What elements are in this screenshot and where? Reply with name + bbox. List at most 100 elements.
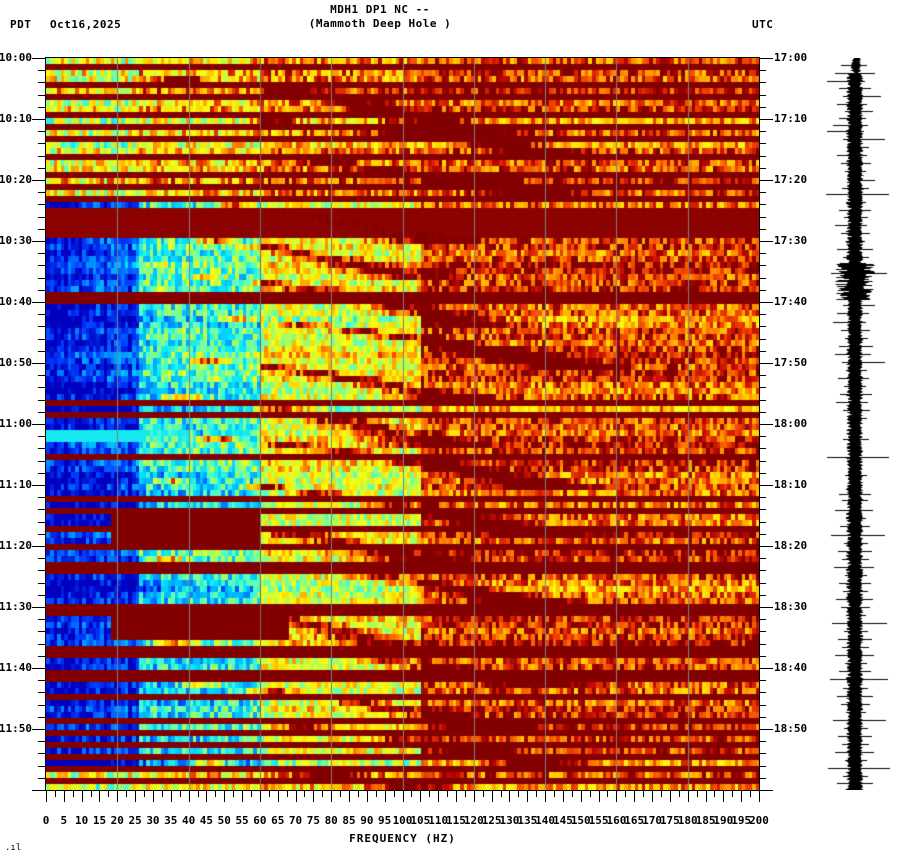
freq-tick-major — [599, 791, 600, 802]
freq-label: 150 — [570, 814, 591, 827]
time-tick-minor-left — [38, 375, 46, 376]
freq-label: 30 — [146, 814, 160, 827]
time-tick-minor-left — [38, 290, 46, 291]
freq-tick-major — [367, 791, 368, 802]
time-tick-minor-right — [759, 705, 766, 706]
time-tick-minor-left — [38, 534, 46, 535]
freq-tick-major — [206, 791, 207, 802]
time-tick-major-left — [32, 180, 46, 181]
freq-label: 80 — [324, 814, 338, 827]
time-tick-minor-right — [759, 509, 766, 510]
time-tick-minor-left — [38, 436, 46, 437]
freq-tick-minor — [411, 791, 412, 797]
freq-tick-major — [46, 791, 47, 802]
time-label-local: 11:20 — [0, 539, 32, 552]
freq-label: 160 — [606, 814, 627, 827]
time-label-utc: 18:00 — [774, 417, 808, 430]
time-tick-major-left — [32, 607, 46, 608]
time-tick-minor-left — [38, 741, 46, 742]
time-tick-minor-right — [759, 107, 766, 108]
time-tick-minor-left — [38, 644, 46, 645]
time-tick-minor-left — [38, 619, 46, 620]
freq-tick-minor — [679, 791, 680, 797]
time-tick-minor-right — [759, 265, 766, 266]
freq-tick-major — [616, 791, 617, 802]
time-tick-minor-left — [38, 168, 46, 169]
freq-tick-minor — [73, 791, 74, 797]
freq-label: 145 — [552, 814, 573, 827]
freq-tick-major — [670, 791, 671, 802]
freq-tick-major — [385, 791, 386, 802]
time-label-utc: 17:40 — [774, 295, 808, 308]
freq-tick-major — [313, 791, 314, 802]
freq-tick-major — [474, 791, 475, 802]
time-tick-minor-right — [759, 143, 766, 144]
freq-tick-major — [82, 791, 83, 802]
time-tick-major-right — [759, 668, 773, 669]
freq-label: 90 — [360, 814, 374, 827]
freq-label: 115 — [446, 814, 466, 827]
freq-tick-major — [563, 791, 564, 802]
freq-tick-major — [189, 791, 190, 802]
chart-title-block: MDH1 DP1 NC -- (Mammoth Deep Hole ) — [0, 3, 760, 31]
station-subtitle: (Mammoth Deep Hole ) — [308, 17, 452, 30]
freq-label: 95 — [378, 814, 392, 827]
freq-tick-major — [634, 791, 635, 802]
freq-tick-major — [99, 791, 100, 802]
time-tick-minor-left — [38, 400, 46, 401]
freq-tick-major — [278, 791, 279, 802]
freq-tick-major — [153, 791, 154, 802]
time-tick-minor-left — [38, 278, 46, 279]
freq-tick-major — [331, 791, 332, 802]
time-axis-utc: 17:00 17:10 17:20 17:30 17:40 17:50 18:00 18:10… — [759, 0, 829, 864]
time-tick-major-left — [32, 119, 46, 120]
time-tick-minor-left — [38, 583, 46, 584]
freq-label: 135 — [517, 814, 538, 827]
freq-label: 120 — [463, 814, 484, 827]
freq-tick-minor — [483, 791, 484, 797]
freq-label: 85 — [342, 814, 356, 827]
freq-tick-minor — [198, 791, 199, 797]
freq-label: 190 — [713, 814, 734, 827]
time-label-utc: 17:50 — [774, 356, 808, 369]
date-label: Oct16,2025 — [50, 18, 122, 31]
time-tick-minor-left — [38, 107, 46, 108]
time-label-local: 10:10 — [0, 112, 32, 125]
time-tick-minor-left — [38, 253, 46, 254]
time-tick-minor-right — [759, 339, 766, 340]
axis-frame-bottom — [45, 790, 760, 791]
freq-label: 45 — [199, 814, 214, 827]
time-tick-minor-right — [759, 534, 766, 535]
time-tick-minor-right — [759, 766, 766, 767]
freq-tick-minor — [376, 791, 377, 797]
station-title: MDH1 DP1 NC -- — [330, 3, 430, 16]
freq-tick-major — [527, 791, 528, 802]
freq-label: 165 — [624, 814, 645, 827]
time-tick-major-left — [32, 363, 46, 364]
time-tick-minor-left — [38, 473, 46, 474]
freq-tick-minor — [661, 791, 662, 797]
time-tick-minor-left — [38, 95, 46, 96]
freq-tick-minor — [144, 791, 145, 797]
time-tick-minor-left — [38, 412, 46, 413]
time-tick-major-right — [759, 729, 773, 730]
freq-tick-major — [492, 791, 493, 802]
freq-tick-minor — [732, 791, 733, 797]
freq-label: 195 — [731, 814, 752, 827]
time-label-local: 10:30 — [0, 234, 32, 247]
time-tick-minor-right — [759, 497, 766, 498]
freq-tick-major — [688, 791, 689, 802]
freq-tick-minor — [714, 791, 715, 797]
spectrogram-plot — [46, 58, 759, 790]
time-tick-minor-left — [38, 229, 46, 230]
freq-tick-minor — [572, 791, 573, 797]
time-tick-major-left — [32, 546, 46, 547]
time-tick-minor-right — [759, 619, 766, 620]
time-tick-minor-left — [38, 717, 46, 718]
time-tick-major-right — [759, 485, 773, 486]
time-tick-major-left — [32, 485, 46, 486]
time-tick-minor-left — [38, 448, 46, 449]
time-tick-major-right — [759, 302, 773, 303]
time-tick-minor-right — [759, 326, 766, 327]
freq-tick-major — [135, 791, 136, 802]
